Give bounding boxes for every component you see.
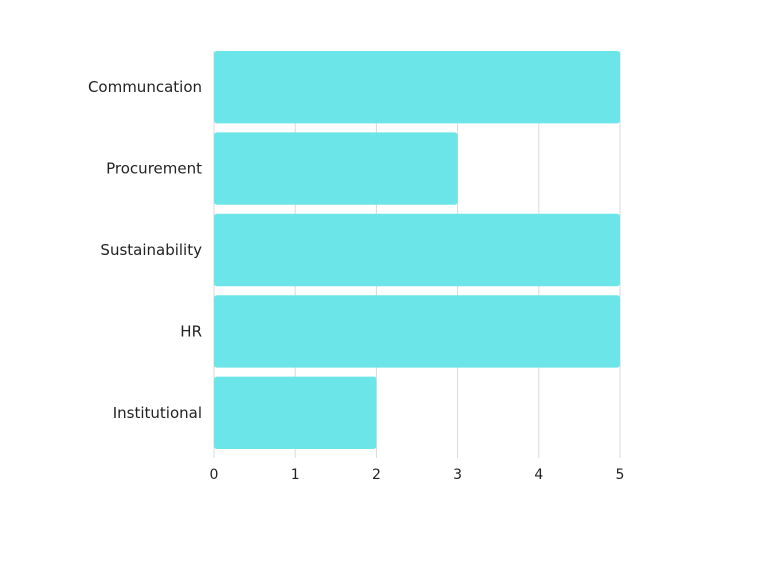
x-tick-label: 5 xyxy=(616,467,625,483)
bars-group xyxy=(214,51,620,449)
bar-sustainability xyxy=(214,213,620,287)
x-tick-label: 3 xyxy=(453,467,462,483)
bar-communcation xyxy=(214,51,620,124)
category-label: Communcation xyxy=(88,78,202,96)
x-tick-label: 2 xyxy=(372,467,381,483)
category-label: Institutional xyxy=(113,404,202,422)
category-labels: Communcation Procurement Sustainability HR I… xyxy=(88,78,202,422)
category-label: Procurement xyxy=(106,160,202,178)
x-axis-ticks: 0 1 2 3 4 5 xyxy=(210,467,625,483)
bar-institutional xyxy=(214,376,377,449)
category-label: HR xyxy=(180,322,202,340)
x-tick-label: 4 xyxy=(534,467,543,483)
category-label: Sustainability xyxy=(100,241,202,259)
bar-procurement xyxy=(214,132,458,205)
bar-hr xyxy=(214,295,620,368)
x-tick-label: 1 xyxy=(291,467,300,483)
x-tick-label: 0 xyxy=(210,467,219,483)
